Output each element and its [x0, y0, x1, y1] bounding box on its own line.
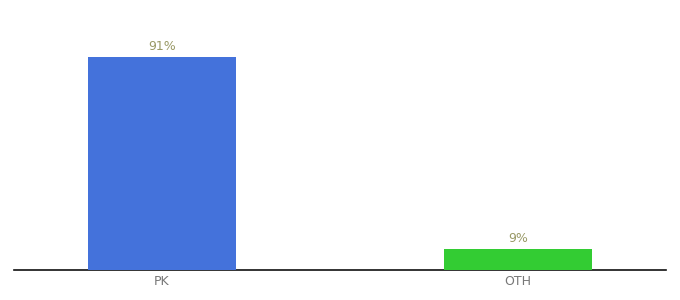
Bar: [88, 57, 236, 270]
Text: 91%: 91%: [148, 40, 176, 53]
Bar: [444, 249, 592, 270]
Text: 9%: 9%: [508, 232, 528, 245]
